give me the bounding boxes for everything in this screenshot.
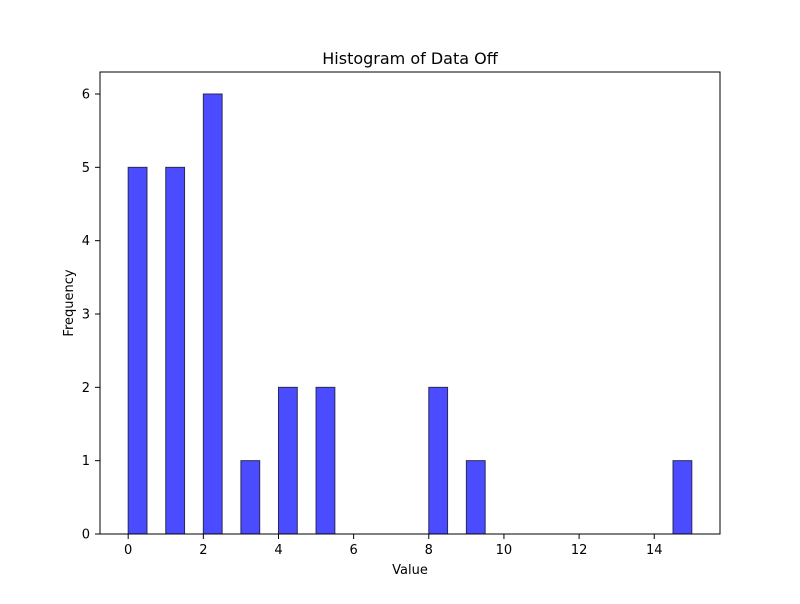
chart-title: Histogram of Data Off: [322, 49, 498, 68]
x-axis-label: Value: [392, 563, 428, 578]
y-tick-label: 0: [82, 528, 90, 543]
bars-group: [127, 93, 693, 535]
y-axis-ticks: 0 1 2 3 4 5 6: [82, 88, 100, 543]
x-tick-label: 2: [199, 543, 207, 558]
plot-frame: [99, 71, 721, 535]
x-tick-label: 0: [124, 543, 132, 558]
y-tick-label: 2: [82, 381, 90, 396]
y-tick-label: 6: [82, 88, 90, 103]
x-tick-label: 4: [274, 543, 282, 558]
x-tick-label: 10: [496, 543, 513, 558]
histogram-bar: [465, 460, 486, 535]
y-tick-label: 3: [82, 308, 90, 323]
x-tick-label: 14: [646, 543, 663, 558]
histogram-bar: [428, 386, 449, 535]
histogram-bar: [127, 166, 148, 535]
y-axis-label: Frequency: [62, 269, 77, 336]
histogram-bar: [165, 166, 186, 535]
x-tick-label: 8: [425, 543, 433, 558]
y-tick-label: 4: [82, 234, 90, 249]
x-tick-label: 6: [349, 543, 357, 558]
histogram-bar: [315, 386, 336, 535]
x-tick-label: 12: [571, 543, 588, 558]
histogram-bar: [240, 460, 261, 535]
histogram-bar: [672, 460, 693, 535]
x-axis-ticks: 0 2 4 6 8 10 12 14: [124, 534, 663, 558]
y-tick-label: 5: [82, 161, 90, 176]
histogram-bar: [277, 386, 298, 535]
y-tick-label: 1: [82, 454, 90, 469]
histogram-bar: [202, 93, 223, 535]
